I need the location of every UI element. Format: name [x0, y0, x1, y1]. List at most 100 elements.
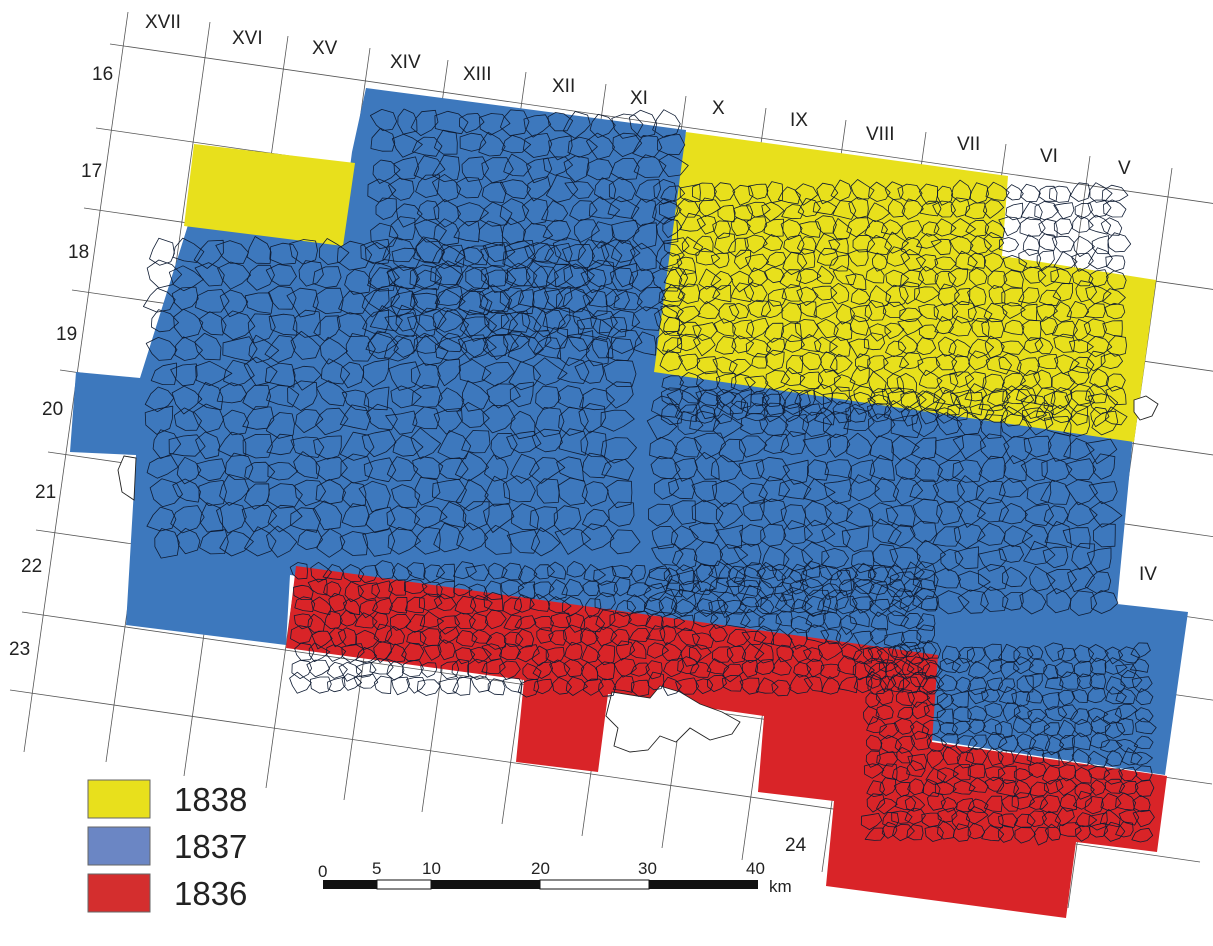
- parish-boundary: [654, 477, 680, 500]
- parish-boundary: [1049, 185, 1071, 203]
- parish-boundary: [1002, 255, 1028, 273]
- parish-boundary: [1135, 688, 1154, 706]
- parish-boundary: [503, 475, 536, 503]
- parish-boundary: [660, 185, 686, 202]
- parish-boundary: [898, 334, 919, 354]
- parish-boundary: [388, 361, 421, 391]
- parish-boundary: [1118, 781, 1139, 795]
- parish-boundary: [586, 338, 610, 367]
- parish-boundary: [1038, 185, 1058, 202]
- parish-boundary: [899, 307, 923, 323]
- parish-boundary: [788, 673, 813, 694]
- parish-boundary: [529, 457, 566, 484]
- parish-boundary: [950, 691, 969, 708]
- parish-boundary: [1120, 669, 1143, 689]
- parish-boundary: [848, 196, 869, 219]
- parish-boundary: [312, 266, 342, 288]
- parish-boundary: [1106, 335, 1127, 357]
- parish-boundary: [437, 639, 456, 661]
- parish-boundary: [327, 676, 346, 693]
- parish-boundary: [876, 751, 899, 767]
- parish-boundary: [652, 109, 681, 138]
- parish-boundary: [1036, 250, 1055, 272]
- parish-boundary: [586, 158, 614, 181]
- parish-boundary: [939, 658, 961, 673]
- parish-boundary: [1013, 768, 1034, 781]
- parish-boundary: [386, 660, 405, 681]
- parish-boundary: [531, 645, 550, 667]
- parish-boundary: [437, 615, 461, 635]
- parish-boundary: [152, 429, 182, 459]
- parish-boundary: [595, 609, 616, 631]
- parish-boundary: [784, 334, 805, 353]
- parish-boundary: [743, 282, 768, 303]
- parish-boundary: [149, 478, 183, 508]
- parish-boundary: [820, 663, 841, 680]
- parish-boundary: [739, 677, 760, 695]
- parish-boundary: [478, 113, 511, 136]
- parish-boundary: [938, 283, 960, 306]
- parish-boundary: [799, 389, 833, 416]
- parish-boundary: [1105, 385, 1127, 406]
- parish-boundary: [316, 380, 348, 407]
- parish-boundary: [290, 507, 321, 533]
- parish-boundary: [933, 568, 961, 589]
- parish-boundary: [1130, 751, 1153, 766]
- parish-boundary: [504, 240, 536, 268]
- parish-boundary: [170, 505, 205, 534]
- parish-boundary: [781, 587, 810, 610]
- parish-boundary: [1018, 287, 1040, 304]
- parish-boundary: [195, 289, 230, 313]
- scale-tick-30: 30: [638, 859, 657, 878]
- parish-boundary: [823, 479, 852, 505]
- parish-boundary: [1058, 747, 1075, 765]
- parish-boundary: [244, 292, 274, 314]
- parish-boundary: [937, 767, 959, 784]
- parish-boundary: [198, 480, 227, 506]
- parish-boundary: [647, 671, 665, 691]
- parish-boundary: [816, 247, 839, 266]
- parish-boundary: [709, 624, 728, 643]
- parish-boundary: [953, 823, 972, 842]
- parish-boundary: [1002, 592, 1024, 611]
- parish-boundary: [405, 614, 425, 633]
- parish-boundary: [545, 647, 565, 664]
- parish-boundary: [563, 263, 595, 289]
- parish-boundary: [436, 581, 455, 600]
- parish-boundary: [1042, 765, 1061, 785]
- parish-boundary: [393, 334, 419, 358]
- parish-boundary: [911, 701, 930, 720]
- parish-boundary: [482, 405, 516, 434]
- parish-boundary: [591, 221, 615, 249]
- parish-boundary: [611, 219, 640, 244]
- parish-boundary: [802, 411, 833, 437]
- parish-boundary: [915, 390, 940, 411]
- parish-boundary: [453, 561, 477, 580]
- row-label-19: 19: [56, 324, 77, 345]
- parish-boundary: [219, 289, 249, 318]
- parish-boundary: [839, 578, 855, 597]
- parish-boundary: [338, 290, 369, 315]
- parish-boundary: [521, 305, 549, 332]
- parish-boundary: [986, 747, 1004, 766]
- parish-boundary: [774, 593, 795, 613]
- parish-boundary: [936, 501, 963, 526]
- parish-boundary: [287, 380, 318, 411]
- parish-boundary: [170, 363, 198, 387]
- parish-boundary: [900, 248, 926, 272]
- column-label-xi: XI: [630, 88, 648, 109]
- parish-boundary: [847, 459, 876, 484]
- parish-boundary: [1069, 590, 1098, 616]
- parish-boundary: [899, 641, 922, 658]
- parish-boundary: [937, 820, 955, 840]
- parish-boundary: [390, 385, 422, 409]
- parish-boundary: [918, 369, 943, 389]
- parish-boundary: [918, 183, 938, 205]
- parish-boundary: [372, 612, 389, 631]
- parish-boundary: [1036, 303, 1058, 322]
- parish-boundary: [904, 795, 926, 812]
- parish-boundary: [802, 434, 832, 458]
- parish-boundary: [1050, 404, 1073, 423]
- parish-boundary: [483, 592, 504, 612]
- parish-boundary: [1039, 233, 1058, 251]
